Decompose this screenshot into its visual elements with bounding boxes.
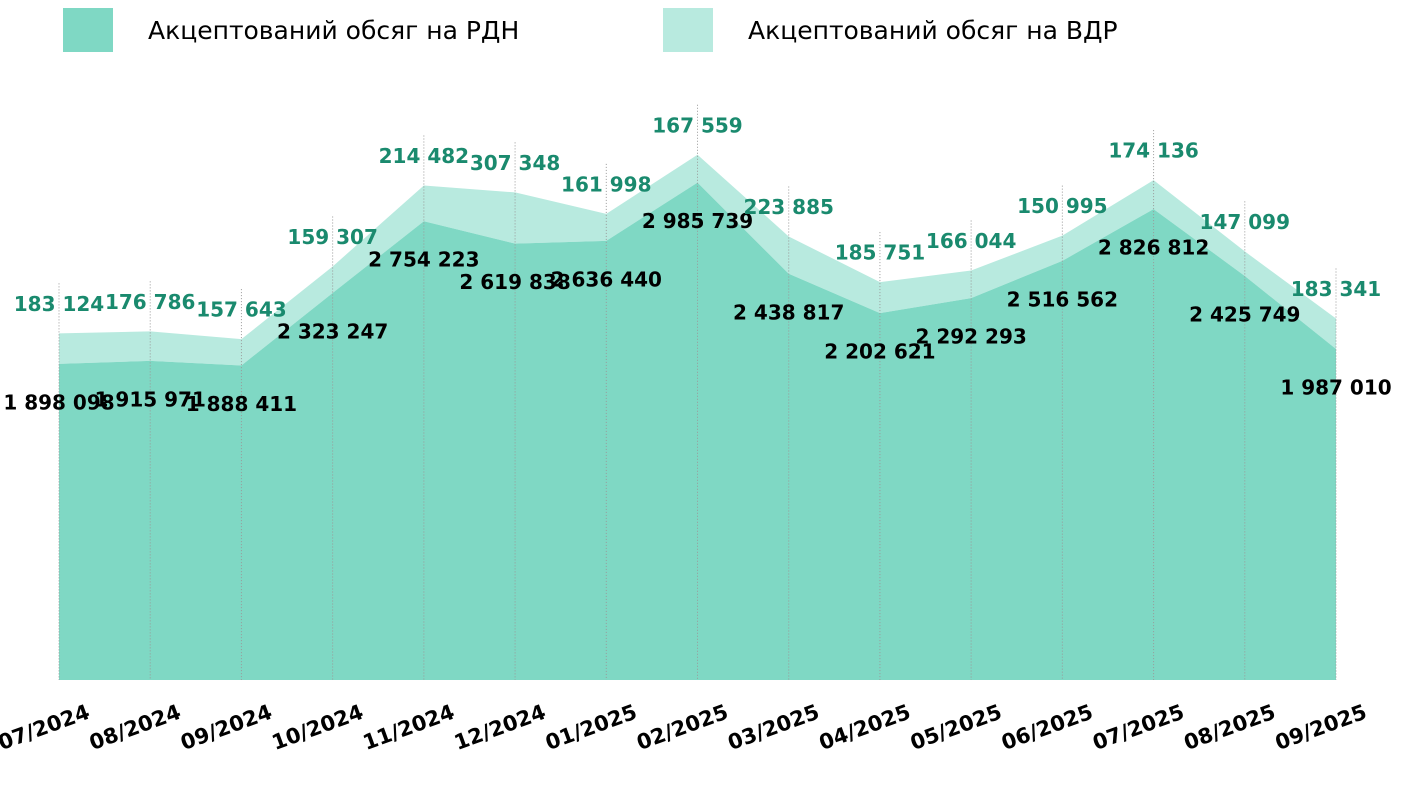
data-label: 2 425 749 (1189, 302, 1300, 326)
x-tick-label: 01/2025 (542, 700, 640, 755)
legend-label: Акцептований обсяг на РДН (148, 16, 519, 45)
data-label: 185 751 (835, 241, 925, 265)
legend-swatch (663, 8, 713, 52)
data-label: 174 136 (1108, 139, 1198, 163)
data-label: 214 482 (379, 144, 469, 168)
x-tick-label: 07/2024 (0, 700, 93, 755)
data-label: 147 099 (1200, 210, 1290, 234)
x-tick-label: 09/2024 (177, 700, 275, 755)
data-label: 2 826 812 (1098, 236, 1209, 260)
legend-label: Акцептований обсяг на ВДР (748, 16, 1118, 45)
data-label: 157 643 (196, 298, 286, 322)
data-label: 2 323 247 (277, 320, 388, 344)
data-label: 167 559 (652, 113, 742, 137)
x-tick-label: 08/2024 (86, 700, 184, 755)
data-label: 150 995 (1017, 194, 1107, 218)
data-label: 2 292 293 (915, 325, 1026, 349)
data-label: 166 044 (926, 229, 1016, 253)
data-label: 2 754 223 (368, 248, 479, 272)
data-label: 1 915 971 (95, 387, 206, 411)
x-tick-label: 10/2024 (269, 700, 367, 755)
x-tick-label: 02/2025 (633, 700, 731, 755)
x-tick-label: 08/2025 (1181, 700, 1279, 755)
data-label: 161 998 (561, 172, 651, 196)
x-tick-label: 11/2024 (360, 700, 458, 755)
data-label: 2 636 440 (551, 267, 662, 291)
x-tick-label: 05/2025 (907, 700, 1005, 755)
x-tick-label: 09/2025 (1272, 700, 1370, 755)
x-tick-label: 06/2025 (998, 700, 1096, 755)
x-tick-label: 03/2025 (725, 700, 823, 755)
data-label: 183 341 (1291, 277, 1381, 301)
area (59, 182, 1336, 680)
data-label: 159 307 (287, 225, 377, 249)
data-label: 2 619 838 (459, 270, 570, 294)
data-label: 2 985 739 (642, 209, 753, 233)
data-label: 1 987 010 (1280, 376, 1391, 400)
data-label: 2 516 562 (1007, 287, 1118, 311)
data-label: 176 786 (105, 290, 195, 314)
x-tick-label: 12/2024 (451, 700, 549, 755)
area (59, 154, 1336, 366)
legend-swatch (63, 8, 113, 52)
data-label: 2 438 817 (733, 300, 844, 324)
data-label: 1 888 411 (186, 392, 297, 416)
data-label: 307 348 (470, 151, 560, 175)
data-label: 183 124 (14, 292, 104, 316)
data-label: 223 885 (743, 195, 833, 219)
data-label: 1 898 098 (3, 390, 114, 414)
x-tick-label: 07/2025 (1090, 700, 1188, 755)
x-tick-label: 04/2025 (816, 700, 914, 755)
data-label: 2 202 621 (824, 340, 935, 364)
